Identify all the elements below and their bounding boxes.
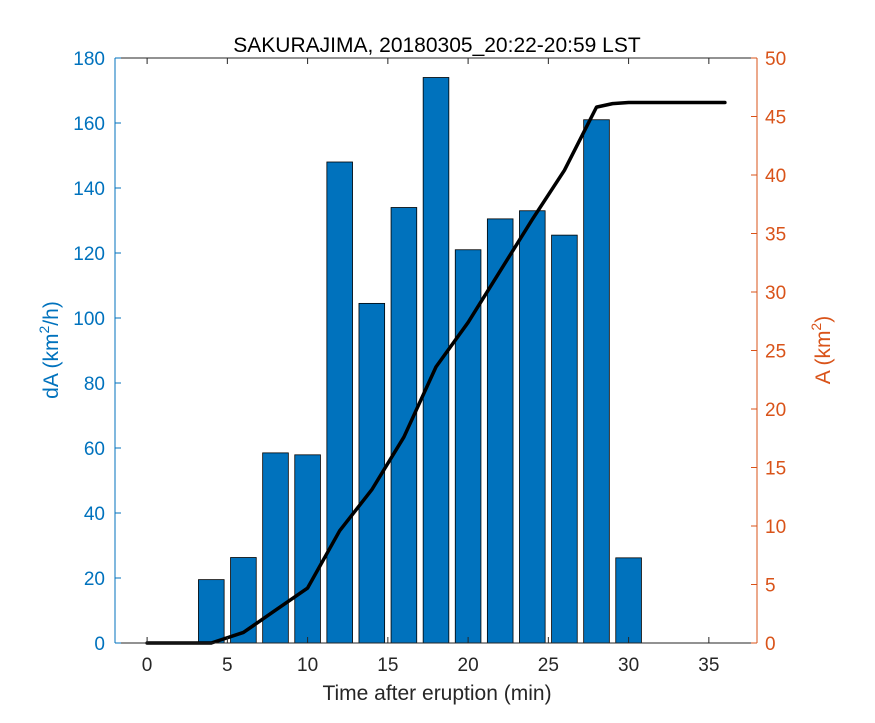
right-y-tick-label: 35 [765,225,786,246]
left-axis-label-suffix: /h) [40,301,63,326]
left-y-tick-label: 0 [94,634,105,655]
bar [422,77,450,644]
right-y-tick-label: 40 [765,166,786,187]
left-axis-label: dA (km2/h) [36,301,63,399]
bars-layer [198,77,642,644]
bar [294,454,321,644]
left-y-tick-label: 80 [84,374,105,395]
left-axis-label-sup: 2 [36,325,52,333]
bar [519,210,546,644]
x-axis-label: Time after eruption (min) [322,682,551,705]
x-tick-label: 0 [142,655,153,676]
left-y-tick-label: 60 [84,439,105,460]
right-y-tick-label: 15 [765,459,786,480]
left-y-tick-label: 140 [73,179,105,200]
left-y-tick-label: 160 [73,114,105,135]
line-layer [145,100,727,645]
bar [486,218,514,644]
bar [615,557,642,644]
left-y-tick-label: 40 [84,504,105,525]
right-y-tick-label: 0 [765,634,776,655]
right-y-tick-label: 50 [765,49,786,70]
left-y-tick-label: 180 [73,49,105,70]
left-y-tick-label: 100 [73,309,105,330]
x-tick-label: 25 [538,655,559,676]
bar [230,557,257,644]
right-y-tick-label: 5 [765,576,776,597]
right-y-tick-label: 20 [765,400,786,421]
left-axis-label-prefix: dA (km [40,333,63,398]
bar [326,161,353,644]
bar [198,579,225,644]
right-axis-label-prefix: A (km [812,331,835,385]
bar [454,249,482,644]
right-y-tick-label: 10 [765,517,786,538]
right-y-tick-label: 30 [765,283,786,304]
x-tick-label: 10 [297,655,318,676]
x-tick-label: 20 [458,655,479,676]
right-axis-label-suffix: ) [812,316,835,323]
left-y-tick-label: 120 [73,244,105,265]
right-axis-label: A (km2) [808,316,835,384]
bar [583,119,610,644]
chart-title: SAKURAJIMA, 20180305_20:22-20:59 LST [233,34,641,57]
x-tick-label: 15 [377,655,398,676]
x-tick-label: 5 [222,655,233,676]
right-y-tick-label: 25 [765,342,786,363]
bar [551,234,578,644]
bar [390,207,418,644]
left-y-tick-label: 20 [84,569,105,590]
x-tick-label: 30 [618,655,639,676]
right-y-tick-label: 45 [765,108,786,129]
x-tick-label: 35 [698,655,719,676]
right-axis-label-sup: 2 [808,323,824,331]
axes-layer: 0 5 10 15 20 25 30 35 0 20 40 60 80 100 120 140 160 180 0 5… [73,49,786,676]
cumulative-area-line [145,100,727,645]
